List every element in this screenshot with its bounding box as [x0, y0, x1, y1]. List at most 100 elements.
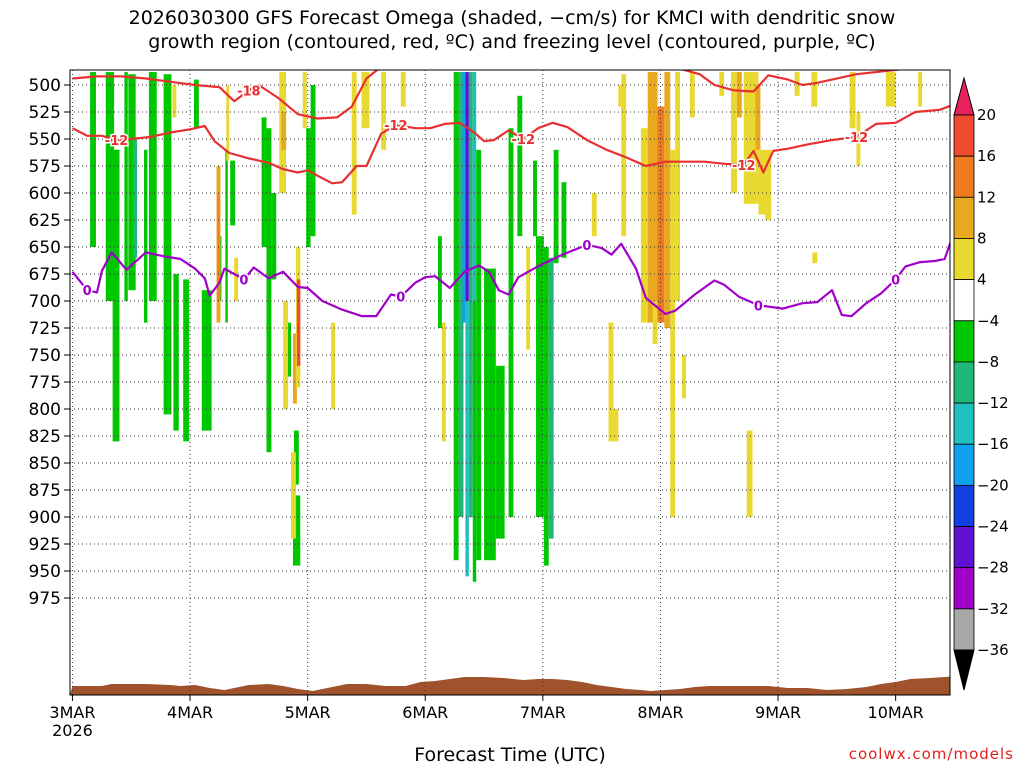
omega-cell [193, 79, 199, 129]
omega-cell-positive [812, 252, 818, 264]
omega-cell [561, 182, 567, 258]
colorbar-label: 20 [977, 106, 996, 124]
y-tick-label: 950 [29, 562, 61, 582]
grid-lines [70, 70, 950, 695]
y-tick-label: 900 [29, 508, 61, 528]
omega-cell [543, 247, 549, 566]
omega-cell-positive [640, 128, 648, 323]
colorbar-swatch [953, 279, 975, 322]
omega-cell [306, 128, 311, 247]
omega-cell-positive [682, 355, 686, 399]
omega-cell-positive [689, 72, 695, 118]
omega-shading [90, 72, 1002, 582]
omega-cell [468, 72, 473, 517]
dgz-lower-contour-label: -12 [845, 131, 869, 146]
y-tick-label: 525 [29, 103, 61, 123]
colorbar-legend: 20 16 12 8 4 −4 −8 −12 −16 −20 −24 −28 −32 −36 [953, 76, 1009, 691]
omega-cell-positive [743, 72, 759, 204]
credit-link[interactable]: coolwx.com/models [848, 745, 1014, 763]
omega-cell-positive [226, 85, 230, 161]
omega-cell-positive [381, 72, 387, 150]
x-tick-label: 3MAR [49, 703, 95, 722]
omega-cell-positive [526, 247, 531, 350]
omega-cell-positive [811, 72, 818, 107]
omega-cell [437, 236, 442, 328]
colorbar-swatch [953, 320, 975, 363]
omega-cell-positive [621, 74, 627, 237]
omega-cell-positive [885, 72, 896, 107]
omega-cell-positive [361, 72, 370, 129]
colorbar-label: 4 [977, 271, 987, 289]
omega-cell [230, 160, 236, 226]
colorbar-top-arrow [953, 76, 975, 116]
omega-cell [128, 74, 136, 291]
omega-cell [453, 72, 459, 561]
omega-cell [163, 74, 172, 415]
omega-cell [310, 85, 316, 237]
y-tick-label: 925 [29, 535, 61, 555]
omega-cell [105, 72, 115, 301]
y-tick-label: 625 [29, 211, 61, 231]
omega-cell [143, 149, 148, 323]
colorbar-swatch [953, 608, 975, 651]
omega-cell-positive [978, 74, 982, 90]
omega-cell-positive [234, 257, 239, 301]
x-tick-label: 7MAR [520, 703, 566, 722]
colorbar-label: −36 [977, 641, 1009, 659]
chart-title-line-1: 2026030300 GFS Forecast Omega (shaded, −… [128, 7, 896, 29]
x-tick-label: 9MAR [755, 703, 801, 722]
omega-cell [112, 149, 120, 442]
omega-cell-positive [647, 72, 658, 323]
omega-cell [998, 112, 1002, 236]
omega-cell-positive [292, 333, 297, 404]
omega-cell-positive [400, 72, 406, 107]
colorbar-swatch [953, 443, 975, 486]
omega-cell [495, 365, 505, 539]
omega-cell-positive [731, 72, 737, 193]
dgz-lower-contour-label: -12 [384, 119, 408, 134]
y-tick-label: 650 [29, 238, 61, 258]
omega-cell [292, 495, 301, 566]
terrain-ground [70, 676, 950, 695]
omega-cell [458, 72, 464, 517]
omega-cell [517, 95, 523, 237]
y-tick-label: 825 [29, 427, 61, 447]
omega-cell [472, 72, 477, 301]
omega-cell [271, 193, 277, 280]
chart-title-line-2: growth region (contoured, red, ºC) and f… [148, 31, 876, 53]
y-tick-label: 725 [29, 319, 61, 339]
y-tick-label: 850 [29, 454, 61, 474]
omega-cell-positive [719, 72, 725, 96]
freezing-level-contour-label: 0 [891, 273, 900, 288]
dgz-lower-contour [71, 104, 950, 185]
freezing-level-contour-label: 0 [83, 284, 92, 299]
omega-cell [90, 72, 96, 247]
omega-cell [148, 72, 157, 301]
omega-cell [553, 149, 559, 264]
x-axis-label: Forecast Time (UTC) [414, 744, 606, 766]
omega-cell [484, 268, 496, 561]
colorbar-label: −12 [977, 394, 1009, 412]
omega-cell-positive [441, 322, 446, 442]
colorbar-swatch [953, 155, 975, 198]
freezing-level-contour-label: 0 [754, 299, 763, 314]
colorbar-label: −16 [977, 435, 1009, 453]
omega-cell-positive [675, 72, 681, 301]
omega-cell-positive [281, 112, 287, 150]
omega-cell [508, 128, 514, 517]
freezing-level-contour-label: 0 [582, 239, 591, 254]
omega-cell-positive [283, 301, 289, 409]
omega-cell-positive [670, 149, 676, 518]
colorbar-swatch [953, 196, 975, 239]
omega-cell-positive [296, 279, 301, 366]
omega-cell [124, 72, 128, 301]
omega-cell-positive [302, 72, 307, 129]
omega-cell-positive [755, 85, 761, 150]
omega-cell [465, 72, 469, 301]
y-tick-label: 600 [29, 184, 61, 204]
contour-lines: -18 -18 -12 -12 -12 -12 -12 0 0 0 0 0 0 [71, 70, 950, 318]
omega-cell [535, 236, 544, 517]
colorbar-swatch [953, 238, 975, 281]
omega-cell-positive [849, 72, 856, 129]
